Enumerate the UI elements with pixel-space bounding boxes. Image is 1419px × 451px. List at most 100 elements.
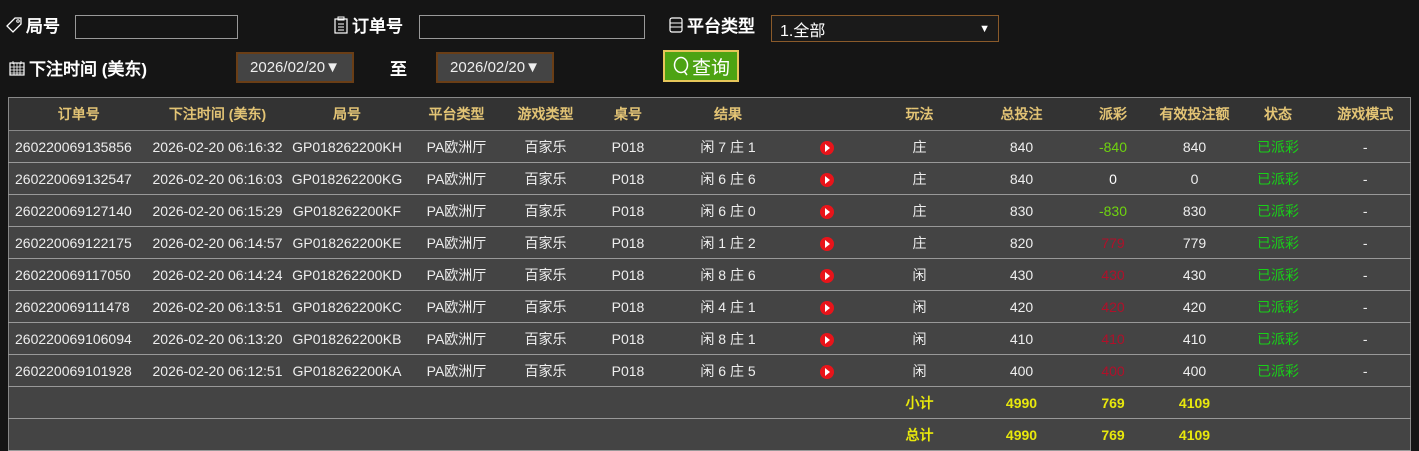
replay-cell [785,194,869,227]
round-input[interactable] [75,15,238,39]
bet-cell: 400 [970,354,1073,387]
status-cell: 已派彩 [1235,258,1321,291]
round-cell: GP018262200KE [286,226,408,259]
empty-cell [670,386,786,419]
platform-cell: PA欧洲厅 [407,130,506,163]
mode-cell: - [1320,258,1411,291]
column-header: 平台类型 [407,97,506,131]
search-icon [673,56,689,76]
round-cell: GP018262200KH [286,130,408,163]
platform-cell: PA欧洲厅 [407,322,506,355]
table-row[interactable]: 260220069132547 2026-02-20 06:16:03 GP0182… [8,162,1411,195]
valid-cell: 420 [1153,290,1236,323]
play-cell: 庄 [868,226,971,259]
payout-cell: 420 [1072,290,1154,323]
table-row[interactable]: 260220069117050 2026-02-20 06:14:24 GP0182… [8,258,1411,291]
play-video-icon[interactable] [820,204,834,219]
round-cell: GP018262200KB [286,322,408,355]
to-label: 至 [390,60,407,79]
column-header: 订单号 [8,97,149,131]
game-cell: 百家乐 [505,354,586,387]
table-cell: P018 [585,130,671,163]
replay-cell [785,162,869,195]
empty-cell [585,386,671,419]
valid-cell: 410 [1153,322,1236,355]
result-cell: 闲 6 庄 6 [670,162,786,195]
replay-cell [785,226,869,259]
table-row[interactable]: 260220069127140 2026-02-20 06:15:29 GP0182… [8,194,1411,227]
play-video-icon[interactable] [820,332,834,347]
time-cell: 2026-02-20 06:15:29 [148,194,287,227]
round-cell: GP018262200KD [286,258,408,291]
game-cell: 百家乐 [505,194,586,227]
mode-cell: - [1320,226,1411,259]
play-cell: 闲 [868,354,971,387]
order-cell: 260220069135856 [8,130,149,163]
empty-cell [1235,386,1321,419]
subtotal-valid: 4109 [1153,386,1236,419]
bet-cell: 820 [970,226,1073,259]
play-video-icon[interactable] [820,236,834,251]
table-row[interactable]: 260220069135856 2026-02-20 06:16:32 GP0182… [8,130,1411,163]
column-header: 总投注 [970,97,1073,131]
valid-cell: 430 [1153,258,1236,291]
status-cell: 已派彩 [1235,290,1321,323]
time-label: 下注时间 (美东) [8,55,147,80]
table-row[interactable]: 260220069101928 2026-02-20 06:12:51 GP0182… [8,354,1411,387]
play-cell: 闲 [868,258,971,291]
platform-cell: PA欧洲厅 [407,290,506,323]
order-cell: 260220069122175 [8,226,149,259]
date-from-picker[interactable]: 2026/02/20▼ [236,52,354,83]
order-cell: 260220069127140 [8,194,149,227]
play-video-icon[interactable] [820,268,834,283]
valid-cell: 779 [1153,226,1236,259]
table-cell: P018 [585,258,671,291]
game-cell: 百家乐 [505,162,586,195]
order-input[interactable] [419,15,645,39]
payout-cell: -830 [1072,194,1154,227]
bet-cell: 410 [970,322,1073,355]
empty-cell [407,386,506,419]
empty-cell [286,386,408,419]
platform-cell: PA欧洲厅 [407,226,506,259]
platform-cell: PA欧洲厅 [407,354,506,387]
query-button[interactable]: 查询 [663,50,739,82]
table-cell: P018 [585,322,671,355]
play-cell: 闲 [868,322,971,355]
status-cell: 已派彩 [1235,354,1321,387]
table-row[interactable]: 260220069111478 2026-02-20 06:13:51 GP0182… [8,290,1411,323]
play-video-icon[interactable] [820,172,834,187]
play-video-icon[interactable] [820,364,834,379]
bet-cell: 430 [970,258,1073,291]
valid-cell: 830 [1153,194,1236,227]
game-cell: 百家乐 [505,130,586,163]
play-cell: 庄 [868,162,971,195]
status-cell: 已派彩 [1235,162,1321,195]
table-cell: P018 [585,194,671,227]
order-label: 订单号 [333,12,403,37]
round-cell: GP018262200KC [286,290,408,323]
replay-cell [785,258,869,291]
subtotal-row: 小计 4990 769 4109 [8,386,1411,419]
column-header: 有效投注额 [1153,97,1236,131]
play-video-icon[interactable] [820,300,834,315]
mode-cell: - [1320,194,1411,227]
platform-select[interactable]: 1.全部 ▼ [771,15,999,42]
date-to-picker[interactable]: 2026/02/20▼ [436,52,554,83]
column-header: 桌号 [585,97,671,131]
result-cell: 闲 6 庄 0 [670,194,786,227]
table-row[interactable]: 260220069106094 2026-02-20 06:13:20 GP0182… [8,322,1411,355]
subtotal-label: 小计 [868,386,971,419]
valid-cell: 400 [1153,354,1236,387]
play-video-icon[interactable] [820,140,834,155]
empty-cell [148,386,287,419]
order-cell: 260220069111478 [8,290,149,323]
table-row[interactable]: 260220069122175 2026-02-20 06:14:57 GP0182… [8,226,1411,259]
platform-label: 平台类型 [668,12,755,37]
bet-records-table: 订单号 下注时间 (美东) 局号 平台类型 游戏类型 桌号 结果 玩法 总投注 派彩 有效投注额 状态… [8,97,1411,451]
empty-cell [8,386,149,419]
column-header: 玩法 [868,97,971,131]
bet-cell: 830 [970,194,1073,227]
table-cell: P018 [585,226,671,259]
chevron-down-icon: ▼ [979,22,990,35]
